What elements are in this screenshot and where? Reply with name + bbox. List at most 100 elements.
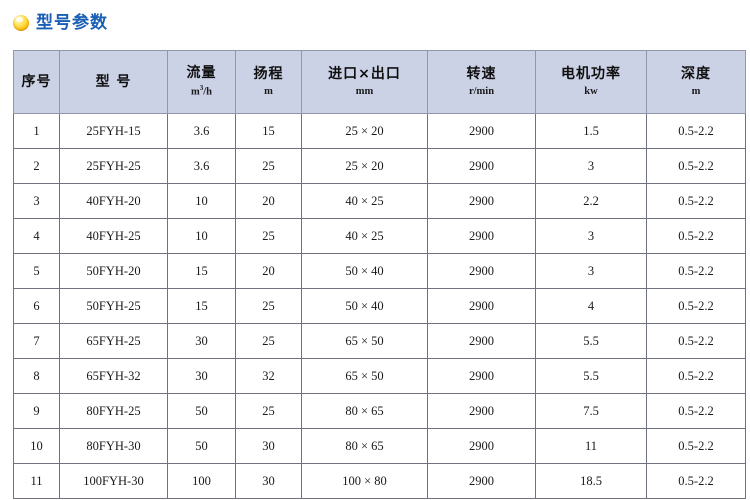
column-header-inlet-outlet: 进口×出口 mm <box>301 50 428 114</box>
cell-no: 1 <box>13 113 60 149</box>
cell-power: 18.5 <box>535 463 647 499</box>
cell-head: 25 <box>235 393 302 429</box>
yellow-sphere-bullet-icon <box>13 15 29 31</box>
cell-flow: 10 <box>167 218 236 254</box>
column-header-motor-power: 电机功率 kw <box>535 50 647 114</box>
column-header-flow-unit: m3/h <box>190 84 212 98</box>
cell-depth: 0.5-2.2 <box>646 113 746 149</box>
cell-io: 80 × 65 <box>301 428 428 464</box>
cell-model: 80FYH-25 <box>59 393 168 429</box>
column-header-depth-unit: m <box>691 85 701 97</box>
cell-head: 25 <box>235 148 302 184</box>
cell-power: 7.5 <box>535 393 647 429</box>
cell-no: 5 <box>13 253 60 289</box>
cell-model: 25FYH-15 <box>59 113 168 149</box>
cell-depth: 0.5-2.2 <box>646 218 746 254</box>
cell-speed: 2900 <box>427 148 536 184</box>
column-header-model-label: 型 号 <box>95 73 132 90</box>
cell-speed: 2900 <box>427 358 536 394</box>
table-row: 3 40FYH-20 10 20 40 × 25 2900 2.2 0.5-2.2 <box>13 183 746 219</box>
cell-speed: 2900 <box>427 288 536 324</box>
cell-speed: 2900 <box>427 183 536 219</box>
cell-speed: 2900 <box>427 113 536 149</box>
table-row: 5 50FYH-20 15 20 50 × 40 2900 3 0.5-2.2 <box>13 253 746 289</box>
cell-power: 5.5 <box>535 323 647 359</box>
cell-speed: 2900 <box>427 428 536 464</box>
cell-speed: 2900 <box>427 463 536 499</box>
cell-head: 25 <box>235 323 302 359</box>
cell-depth: 0.5-2.2 <box>646 358 746 394</box>
cell-no: 4 <box>13 218 60 254</box>
cell-flow: 15 <box>167 288 236 324</box>
column-header-head-unit: m <box>264 85 273 97</box>
page-title: 型号参数 <box>36 12 108 33</box>
cell-io: 25 × 20 <box>301 113 428 149</box>
column-header-motor-power-label: 电机功率 <box>561 66 621 83</box>
cell-depth: 0.5-2.2 <box>646 393 746 429</box>
column-header-speed-label: 转速 <box>466 66 497 83</box>
cell-no: 2 <box>13 148 60 184</box>
table-row: 8 65FYH-32 30 32 65 × 50 2900 5.5 0.5-2.2 <box>13 358 746 394</box>
column-header-inlet-outlet-unit: mm <box>355 85 374 97</box>
cell-head: 30 <box>235 428 302 464</box>
cell-model: 65FYH-32 <box>59 358 168 394</box>
cell-head: 32 <box>235 358 302 394</box>
column-header-depth: 深度 m <box>646 50 746 114</box>
cell-no: 6 <box>13 288 60 324</box>
column-header-inlet-outlet-label: 进口×出口 <box>328 66 401 83</box>
cell-no: 10 <box>13 428 60 464</box>
cell-power: 2.2 <box>535 183 647 219</box>
cell-no: 9 <box>13 393 60 429</box>
cell-io: 25 × 20 <box>301 148 428 184</box>
column-header-speed: 转速 r/min <box>427 50 536 114</box>
cell-flow: 100 <box>167 463 236 499</box>
cell-flow: 30 <box>167 358 236 394</box>
cell-model: 40FYH-25 <box>59 218 168 254</box>
cell-no: 11 <box>13 463 60 499</box>
column-header-serial-number-label: 序号 <box>21 73 52 90</box>
cell-power: 4 <box>535 288 647 324</box>
column-header-serial-number: 序号 <box>13 50 60 114</box>
cell-flow: 50 <box>167 428 236 464</box>
cell-speed: 2900 <box>427 393 536 429</box>
cell-model: 40FYH-20 <box>59 183 168 219</box>
cell-head: 30 <box>235 463 302 499</box>
model-parameter-table: 序号 型 号 流量 m3/h 扬程 m <box>13 50 746 499</box>
table-row: 2 25FYH-25 3.6 25 25 × 20 2900 3 0.5-2.2 <box>13 148 746 184</box>
table-body: 1 25FYH-15 3.6 15 25 × 20 2900 1.5 0.5-2.2 2 25FY… <box>13 113 746 499</box>
cell-flow: 50 <box>167 393 236 429</box>
column-header-flow: 流量 m3/h <box>167 50 236 114</box>
cell-power: 3 <box>535 218 647 254</box>
cell-depth: 0.5-2.2 <box>646 323 746 359</box>
cell-flow: 10 <box>167 183 236 219</box>
table-row: 1 25FYH-15 3.6 15 25 × 20 2900 1.5 0.5-2.2 <box>13 113 746 149</box>
cell-flow: 30 <box>167 323 236 359</box>
cell-power: 3 <box>535 253 647 289</box>
table-row: 10 80FYH-30 50 30 80 × 65 2900 11 0.5-2.2 <box>13 428 746 464</box>
cell-head: 15 <box>235 113 302 149</box>
cell-io: 100 × 80 <box>301 463 428 499</box>
table-row: 4 40FYH-25 10 25 40 × 25 2900 3 0.5-2.2 <box>13 218 746 254</box>
cell-power: 11 <box>535 428 647 464</box>
cell-speed: 2900 <box>427 323 536 359</box>
cell-model: 50FYH-25 <box>59 288 168 324</box>
cell-speed: 2900 <box>427 253 536 289</box>
cell-no: 3 <box>13 183 60 219</box>
cell-head: 25 <box>235 218 302 254</box>
cell-head: 20 <box>235 253 302 289</box>
cell-no: 8 <box>13 358 60 394</box>
table-header: 序号 型 号 流量 m3/h 扬程 m <box>13 50 746 114</box>
cell-flow: 15 <box>167 253 236 289</box>
cell-io: 40 × 25 <box>301 183 428 219</box>
table-header-row: 序号 型 号 流量 m3/h 扬程 m <box>13 50 746 114</box>
cell-power: 3 <box>535 148 647 184</box>
cell-model: 50FYH-20 <box>59 253 168 289</box>
cell-io: 65 × 50 <box>301 323 428 359</box>
cell-io: 40 × 25 <box>301 218 428 254</box>
cell-power: 5.5 <box>535 358 647 394</box>
cell-io: 50 × 40 <box>301 288 428 324</box>
cell-io: 65 × 50 <box>301 358 428 394</box>
column-header-motor-power-unit: kw <box>584 85 598 97</box>
column-header-flow-label: 流量 <box>186 65 217 82</box>
